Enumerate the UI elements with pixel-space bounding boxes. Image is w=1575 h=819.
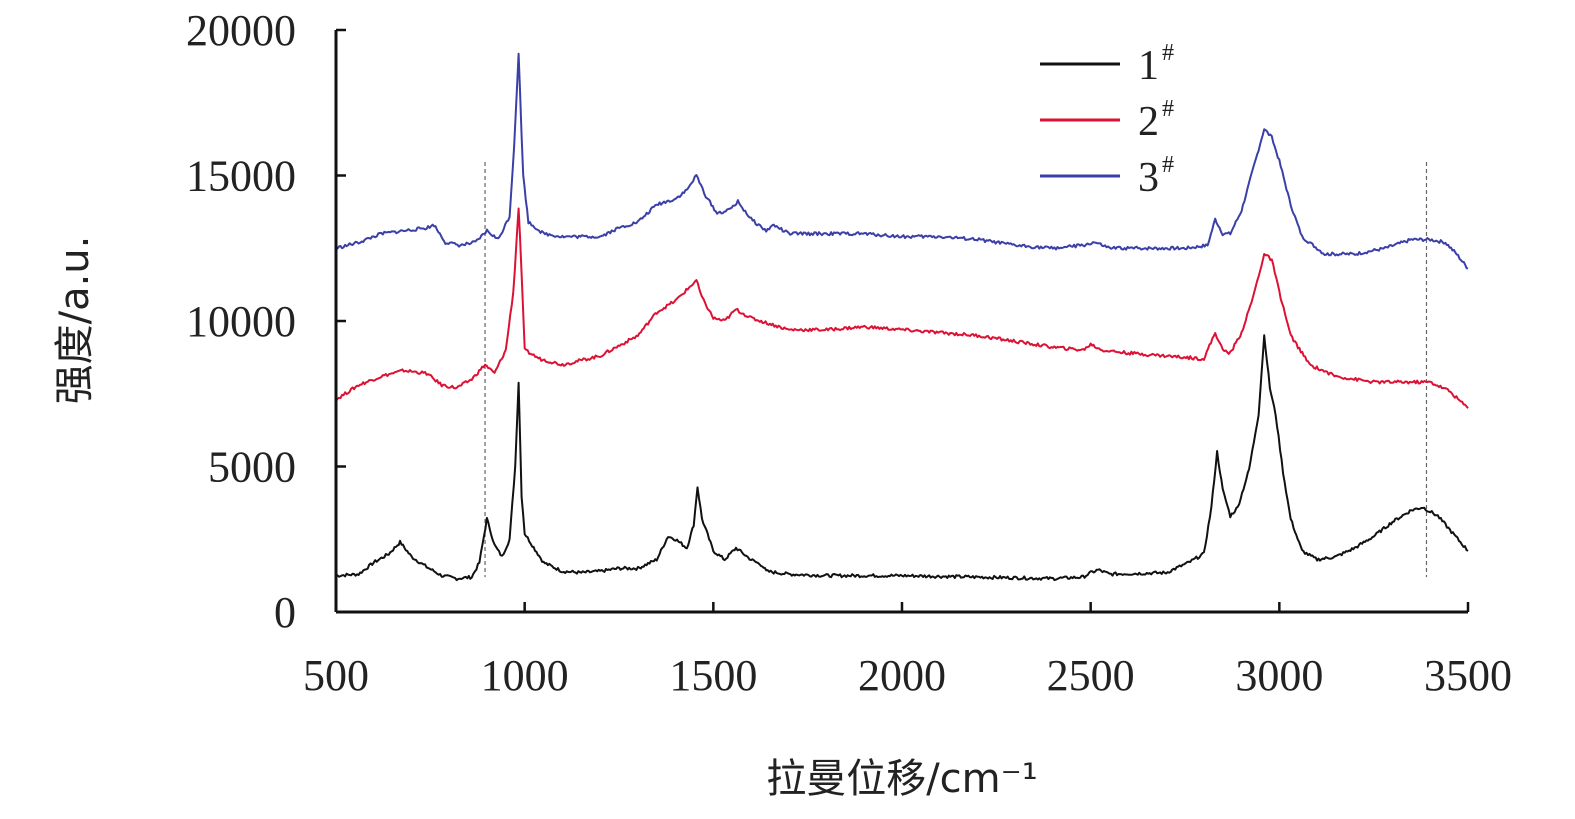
x-tick-label: 1000 (481, 651, 569, 700)
y-axis-ticks: 0 5000 10000 15000 20000 (186, 6, 346, 637)
y-tick-label: 10000 (186, 297, 296, 346)
y-tick-label: 5000 (208, 443, 296, 492)
y-axis-label: 强度/a.u. (52, 236, 98, 405)
y-tick-label: 20000 (186, 6, 296, 55)
x-tick-label: 2500 (1047, 651, 1135, 700)
legend-label-2: 2 (1138, 99, 1159, 145)
x-tick-label: 3500 (1424, 651, 1512, 700)
legend-sup-1: # (1162, 40, 1174, 66)
x-tick-label: 500 (303, 651, 369, 700)
x-tick-label: 3000 (1235, 651, 1323, 700)
x-axis-label: 拉曼位移/cm⁻¹ (766, 756, 1038, 802)
legend-sup-3: # (1162, 152, 1174, 178)
series-line-1 (335, 334, 1469, 582)
legend: 1 #2 #3 # (1040, 40, 1174, 201)
axes (334, 30, 1468, 614)
legend-sup-2: # (1162, 96, 1174, 122)
y-tick-label: 15000 (186, 152, 296, 201)
x-tick-label: 2000 (858, 651, 946, 700)
y-tick-label: 0 (274, 588, 296, 637)
x-axis-ticks: 500 1000 1500 2000 2500 3000 3500 (303, 602, 1512, 700)
legend-label-1: 1 (1138, 43, 1159, 89)
series-lines (335, 52, 1469, 582)
x-tick-label: 1500 (669, 651, 757, 700)
legend-label-3: 3 (1138, 155, 1159, 201)
reference-lines (484, 162, 1428, 578)
series-line-3 (335, 52, 1469, 270)
series-line-2 (335, 207, 1469, 409)
